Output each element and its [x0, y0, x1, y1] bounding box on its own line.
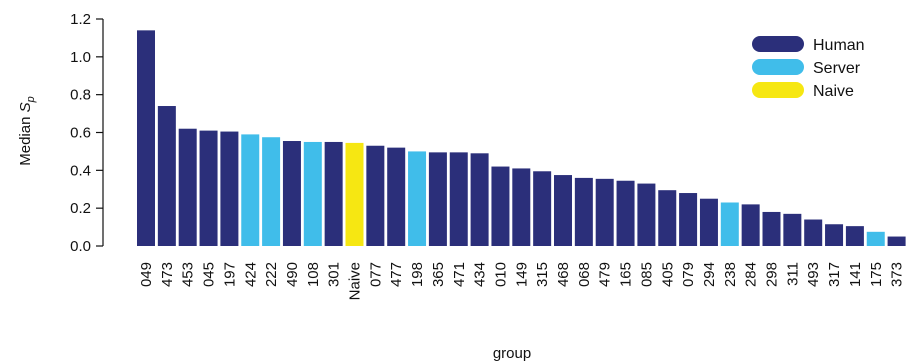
bar-468 — [554, 175, 572, 246]
x-tick-label-108: 108 — [305, 262, 322, 287]
x-tick-label-453: 453 — [180, 262, 197, 287]
x-tick-label-315: 315 — [534, 262, 551, 287]
x-tick-label-045: 045 — [201, 262, 218, 287]
y-tick-label: 0.0 — [70, 238, 91, 255]
bar-490 — [282, 141, 301, 246]
x-tick-label-Naive: Naive — [347, 262, 364, 300]
x-tick-label-405: 405 — [659, 262, 676, 287]
bar-471 — [449, 152, 468, 246]
bar-284 — [741, 204, 760, 246]
x-tick-label-490: 490 — [284, 262, 301, 287]
x-tick-label-175: 175 — [868, 262, 885, 287]
legend-label-naive: Naive — [813, 83, 854, 100]
bar-049 — [137, 30, 155, 246]
bar-077 — [366, 145, 385, 246]
bar-479 — [595, 178, 614, 246]
y-axis-title-subscript: p — [25, 96, 37, 103]
bar-493 — [804, 219, 823, 246]
bar-294 — [699, 198, 718, 246]
x-tick-label-238: 238 — [722, 262, 739, 287]
y-tick-label: 0.6 — [70, 125, 91, 142]
y-axis-title-symbol: S — [17, 102, 34, 112]
bar-317 — [825, 224, 844, 246]
x-tick-label-468: 468 — [555, 262, 572, 287]
bar-198 — [408, 151, 427, 246]
x-tick-label-471: 471 — [451, 262, 468, 287]
y-tick-label: 0.2 — [70, 200, 91, 217]
x-tick-label-365: 365 — [430, 262, 447, 287]
bar-315 — [533, 171, 552, 246]
x-tick-label-424: 424 — [242, 262, 259, 287]
bar-222 — [262, 137, 281, 246]
x-tick-label-284: 284 — [743, 262, 760, 287]
legend-swatch-naive — [752, 82, 804, 98]
x-tick-label-010: 010 — [492, 262, 509, 287]
x-tick-labels: 049 473 453 045 197 424 222 490 108 301 Naive 077 47… — [138, 262, 906, 300]
x-tick-label-493: 493 — [805, 262, 822, 287]
y-axis-title-main: Median — [17, 112, 34, 165]
bar-373 — [887, 236, 906, 246]
x-tick-label-068: 068 — [576, 262, 593, 287]
x-tick-label-311: 311 — [784, 262, 801, 286]
x-axis-title: group — [493, 345, 531, 362]
y-tick-label: 1.2 — [70, 11, 91, 28]
bar-175 — [866, 231, 885, 246]
x-tick-label-434: 434 — [472, 262, 489, 287]
x-tick-label-198: 198 — [409, 262, 426, 287]
bar-453 — [178, 128, 197, 246]
legend-label-human: Human — [813, 37, 865, 54]
x-tick-label-373: 373 — [889, 262, 906, 287]
bar-149 — [512, 168, 531, 246]
y-tick-label: 1.0 — [70, 49, 91, 66]
y-tick-label: 0.8 — [70, 87, 91, 104]
bar-424 — [241, 134, 260, 246]
bar-197 — [220, 131, 239, 246]
bar-405 — [658, 190, 677, 246]
bar-108 — [303, 141, 322, 246]
x-tick-label-301: 301 — [326, 262, 343, 287]
y-tick-label: 0.4 — [70, 162, 91, 179]
bar-010 — [491, 166, 510, 246]
y-axis: 0.0 0.2 0.4 0.6 0.8 1.0 1.2 — [70, 11, 104, 255]
bar-068 — [574, 177, 593, 246]
bar-473 — [157, 106, 176, 247]
bar-Naive — [345, 142, 364, 246]
legend: Human Server Naive — [752, 36, 865, 100]
x-tick-label-165: 165 — [618, 262, 635, 287]
x-tick-label-317: 317 — [826, 262, 843, 287]
x-tick-label-141: 141 — [847, 262, 864, 287]
x-tick-label-079: 079 — [680, 262, 697, 287]
x-tick-label-222: 222 — [263, 262, 280, 287]
y-axis-title: Median Sp — [17, 96, 37, 166]
bar-477 — [387, 147, 406, 246]
bar-045 — [199, 130, 218, 246]
x-tick-label-085: 085 — [638, 262, 655, 287]
bar-311 — [783, 213, 802, 246]
x-tick-label-149: 149 — [513, 262, 530, 287]
x-tick-label-473: 473 — [159, 262, 176, 287]
legend-swatch-human — [752, 36, 804, 52]
legend-label-server: Server — [813, 60, 861, 77]
x-tick-label-049: 049 — [138, 262, 155, 287]
x-tick-label-477: 477 — [388, 262, 405, 287]
bar-141 — [845, 226, 864, 246]
x-tick-label-294: 294 — [701, 262, 718, 287]
x-tick-label-077: 077 — [367, 262, 384, 287]
bar-085 — [637, 183, 656, 246]
x-tick-label-197: 197 — [221, 262, 238, 287]
bar-079 — [679, 193, 698, 246]
bar-165 — [616, 180, 635, 246]
x-tick-label-479: 479 — [597, 262, 614, 287]
bar-298 — [762, 211, 781, 246]
bar-301 — [324, 141, 343, 246]
legend-swatch-server — [752, 59, 804, 75]
bar-365 — [428, 152, 447, 246]
x-tick-label-298: 298 — [764, 262, 781, 287]
bars — [137, 30, 906, 247]
bar-434 — [470, 153, 489, 246]
bar-238 — [720, 202, 739, 246]
